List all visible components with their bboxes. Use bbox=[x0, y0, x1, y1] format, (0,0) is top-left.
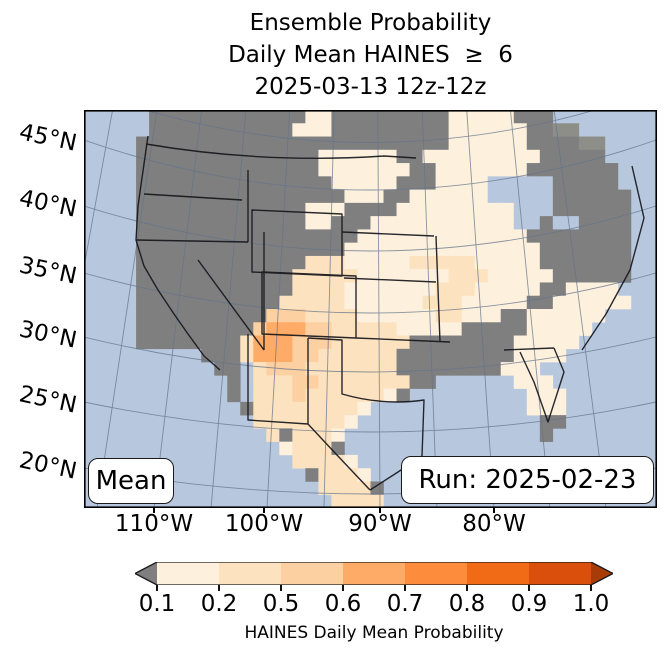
colorbar-tick-label: 0.9 bbox=[510, 591, 548, 617]
lon-tick-mark bbox=[379, 508, 381, 513]
colorbar-axis-label: HAINES Daily Mean Probability bbox=[244, 623, 504, 643]
run-date-badge: Run: 2025-02-23 bbox=[401, 456, 654, 504]
lat-tick-label: 25°N bbox=[16, 381, 80, 419]
lon-tick-label: 90°W bbox=[348, 511, 412, 537]
run-date-label: Run: 2025-02-23 bbox=[418, 465, 637, 495]
colorbar-under-arrow bbox=[135, 562, 157, 585]
colorbar-segment bbox=[281, 562, 343, 585]
map-frame bbox=[84, 110, 657, 508]
lon-tick-label: 100°W bbox=[224, 511, 304, 537]
lat-tick-label: 20°N bbox=[16, 447, 80, 485]
plot-title-line1: Ensemble Probability bbox=[249, 10, 492, 36]
colorbar-tick-mark bbox=[280, 585, 282, 591]
colorbar-tick-label: 0.7 bbox=[386, 591, 424, 617]
colorbar bbox=[135, 562, 613, 585]
plot-title-line2: Daily Mean HAINES ≥ 6 bbox=[228, 42, 513, 68]
colorbar-tick-label: 0.2 bbox=[200, 591, 238, 617]
colorbar-tick-mark bbox=[404, 585, 406, 591]
mean-badge: Mean bbox=[88, 458, 174, 504]
state-borders bbox=[135, 135, 645, 491]
lon-tick-label: 80°W bbox=[462, 511, 526, 537]
lon-tick-mark bbox=[493, 508, 495, 513]
lat-tick-label: 35°N bbox=[16, 252, 80, 290]
colorbar-tick-mark bbox=[466, 585, 468, 591]
plot-title-line3: 2025-03-13 12z-12z bbox=[254, 74, 487, 100]
mean-badge-label: Mean bbox=[95, 466, 167, 496]
colorbar-tick-mark bbox=[528, 585, 530, 591]
colorbar-over-arrow bbox=[591, 562, 613, 585]
colorbar-segment bbox=[157, 562, 219, 585]
colorbar-tick-label: 1.0 bbox=[572, 591, 610, 617]
colorbar-segment bbox=[529, 562, 591, 585]
colorbar-tick-label: 0.1 bbox=[138, 591, 176, 617]
colorbar-segment bbox=[343, 562, 405, 585]
colorbar-tick-mark bbox=[590, 585, 592, 591]
colorbar-segment bbox=[467, 562, 529, 585]
graticule bbox=[84, 110, 657, 508]
colorbar-tick-mark bbox=[156, 585, 158, 591]
lat-tick-label: 40°N bbox=[16, 185, 80, 223]
lon-tick-label: 110°W bbox=[114, 511, 194, 537]
colorbar-tick-mark bbox=[218, 585, 220, 591]
colorbar-tick-label: 0.8 bbox=[448, 591, 486, 617]
lat-tick-label: 45°N bbox=[16, 119, 80, 157]
lon-tick-mark bbox=[263, 508, 265, 513]
colorbar-tick-label: 0.6 bbox=[324, 591, 362, 617]
colorbar-segment bbox=[219, 562, 281, 585]
colorbar-segment bbox=[405, 562, 467, 585]
map-canvas bbox=[84, 110, 657, 508]
lon-tick-mark bbox=[153, 508, 155, 513]
colorbar-tick-mark bbox=[342, 585, 344, 591]
lat-tick-label: 30°N bbox=[16, 316, 80, 354]
colorbar-tick-label: 0.5 bbox=[262, 591, 300, 617]
